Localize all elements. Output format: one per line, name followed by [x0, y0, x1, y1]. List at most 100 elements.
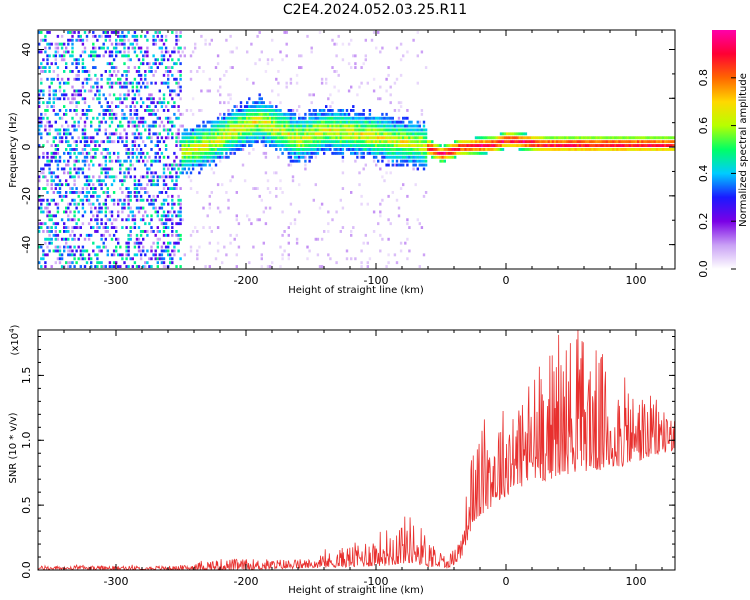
spectrogram-cell	[591, 148, 594, 151]
spectrogram-cell	[329, 112, 332, 116]
spectrogram-cell	[73, 120, 76, 124]
spectrogram-cell	[56, 144, 60, 147]
spectrogram-cell	[221, 155, 224, 159]
spectrogram-cell	[293, 140, 297, 144]
spectrogram-cell	[406, 155, 409, 159]
spectrogram-cell	[106, 187, 109, 190]
spectrogram-cell	[50, 144, 53, 147]
spectrogram-cell	[248, 97, 251, 101]
spectrogram-cell	[262, 128, 265, 132]
spectrogram-cell	[104, 191, 107, 194]
spectrogram-cell	[316, 148, 320, 151]
spectrogram-cell	[98, 261, 101, 265]
spectrogram-cell	[175, 222, 178, 226]
spectrogram-cell	[171, 218, 174, 222]
spectrogram-cell	[408, 144, 411, 147]
spectrogram-cell	[216, 124, 220, 128]
spectrogram-cell	[127, 31, 130, 34]
spectrogram-cell	[383, 155, 386, 159]
spectrogram-cell	[271, 144, 274, 147]
spectrogram-cell	[389, 222, 392, 226]
spectrogram-cell	[79, 151, 82, 155]
spectrogram-cell	[73, 218, 76, 222]
spectrogram-cell	[75, 148, 78, 151]
spectrogram-cell	[96, 265, 99, 268]
spectrogram-cell	[173, 105, 176, 108]
spectrogram-cell	[387, 194, 390, 198]
spectrogram-cell	[316, 116, 320, 120]
spectrogram-cell	[283, 140, 286, 144]
spectrogram-cell	[358, 85, 361, 89]
spectrogram-cell	[119, 163, 122, 167]
spectrogram-cell	[323, 124, 326, 128]
spectrogram-cell	[56, 34, 60, 38]
spectrogram-cell	[117, 50, 120, 54]
spectrogram-cell	[395, 136, 399, 140]
spectrogram-cell	[391, 155, 394, 159]
spectrogram-cell	[445, 155, 449, 159]
spectrogram-cell	[637, 148, 640, 151]
spectrogram-cell	[522, 144, 525, 147]
spectrogram-cell	[266, 136, 270, 140]
spectrogram-cell	[381, 159, 384, 163]
spectrogram-cell	[38, 124, 41, 128]
spectrogram-cell	[264, 120, 268, 124]
spectrogram-cell	[327, 116, 330, 120]
spectrogram-cell	[333, 144, 336, 147]
spectrogram-cell	[289, 109, 293, 112]
spectrogram-cell	[83, 159, 87, 163]
spectrogram-cell	[148, 179, 151, 183]
spectrogram-cell	[520, 132, 523, 136]
spectrogram-cell	[60, 46, 64, 50]
spectrogram-cell	[75, 144, 78, 147]
spectrogram-cell	[142, 101, 145, 105]
spectrogram-cell	[354, 54, 357, 58]
spectrogram-cell	[162, 54, 166, 58]
spectrogram-cell	[372, 230, 376, 233]
spectrogram-cell	[439, 159, 442, 163]
spectrogram-cell	[206, 128, 209, 132]
spectrogram-cell	[422, 167, 426, 171]
spectrogram-cell	[572, 148, 575, 151]
spectrogram-cell	[189, 155, 193, 159]
spectrogram-cell	[102, 112, 105, 116]
spectrogram-cell	[56, 245, 60, 249]
spectrogram-cell	[268, 112, 272, 116]
spectrogram-cell	[406, 109, 409, 112]
spectrogram-cell	[395, 261, 399, 265]
spectrogram-cell	[83, 89, 87, 93]
spectrogram-cell	[381, 151, 384, 155]
spectrogram-cell	[360, 261, 363, 265]
spectrogram-cell	[77, 191, 80, 194]
spectrogram-cell	[173, 151, 176, 155]
spectrogram-cell	[110, 42, 114, 46]
spectrogram-cell	[439, 155, 442, 159]
spectrogram-cell	[67, 31, 70, 34]
spectrogram-cell	[672, 144, 675, 147]
spectrogram-cell	[539, 148, 542, 151]
spectrogram-cell	[96, 54, 99, 58]
spectrogram-cell	[298, 112, 301, 116]
spectrogram-cell	[202, 144, 205, 147]
spectrogram-cell	[63, 210, 66, 214]
spectrogram-cell	[587, 140, 590, 144]
spectrogram-cell	[422, 148, 426, 151]
spectrogram-cell	[187, 167, 191, 171]
spectrogram-cell	[335, 136, 338, 140]
spectrogram-cell	[137, 226, 141, 229]
spectrogram-cell	[77, 257, 80, 261]
spectrogram-cell	[379, 140, 382, 144]
spectrogram-cell	[289, 163, 293, 167]
spectrogram-cell	[223, 101, 226, 105]
spectrogram-cell	[71, 175, 74, 179]
spectrogram-cell	[40, 124, 43, 128]
spectrogram-cell	[156, 214, 159, 218]
spectrogram-cell	[227, 116, 230, 120]
spectrogram-cell	[291, 148, 295, 151]
spectrogram-cell	[119, 34, 122, 38]
spectrogram-cell	[535, 148, 538, 151]
spectrogram-frame	[37, 29, 676, 270]
spectrogram-cell	[422, 155, 426, 159]
spectrogram-cell	[225, 128, 228, 132]
spectrogram-cell	[131, 81, 134, 85]
